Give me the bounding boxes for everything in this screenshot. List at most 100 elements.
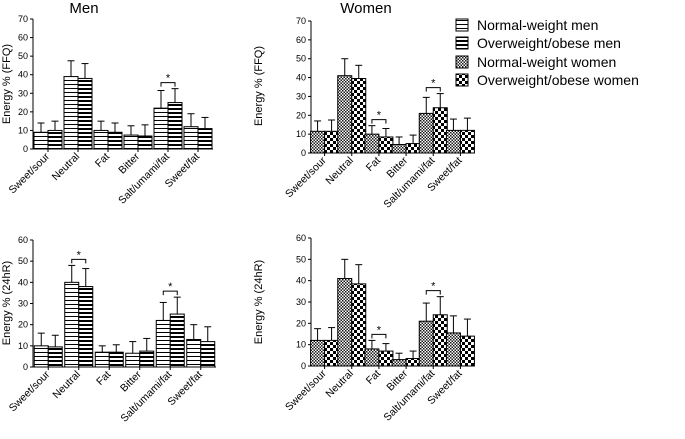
bar-overweight-obese-women-bitter bbox=[405, 143, 421, 154]
x-category-label: Sweet/sour bbox=[283, 367, 329, 413]
legend-label: Normal-weight women bbox=[477, 54, 616, 70]
panel-women-24hr: 0 10 20 30 40 50 60 Energy % (24hR) Sweet/sourNe… bbox=[253, 233, 475, 424]
y-tick-label: 10 bbox=[18, 341, 28, 351]
bar-normal-weight-women-salt-umami-fat bbox=[418, 112, 434, 154]
legend-swatch-overweight-obese-women bbox=[455, 73, 469, 87]
bar-normal-weight-women-neutral bbox=[337, 278, 353, 367]
bar-normal-weight-women-bitter bbox=[391, 144, 407, 154]
significance-bracket bbox=[371, 333, 387, 339]
bar-overweight-obese-women-fat bbox=[378, 350, 394, 367]
bar-overweight-obese-women-salt-umami-fat bbox=[432, 107, 448, 154]
y-tick-label: 20 bbox=[18, 320, 28, 330]
bar-normal-weight-women-salt-umami-fat bbox=[418, 320, 434, 367]
bar-normal-weight-men-sweet-sour bbox=[33, 345, 49, 368]
y-axis-label: Energy % (24hR) bbox=[1, 261, 13, 345]
legend-label: Overweight/obese men bbox=[477, 35, 621, 51]
bar-normal-weight-women-sweet-sour bbox=[310, 130, 326, 154]
bar-overweight-obese-men-salt-umami-fat bbox=[167, 102, 183, 150]
y-tick-label: 0 bbox=[301, 148, 306, 158]
panel-women-ffq: Women 0 10 20 30 40 50 60 70 Energy % (FFQ) Sweet… bbox=[253, 0, 475, 211]
significance-star: * bbox=[431, 78, 436, 90]
y-tick-label: 30 bbox=[296, 91, 306, 101]
significance-bracket bbox=[71, 258, 87, 264]
bar-overweight-obese-women-fat bbox=[378, 136, 394, 154]
y-tick-label: 50 bbox=[296, 54, 306, 64]
bar-overweight-obese-women-sweet-fat bbox=[459, 129, 475, 154]
x-category-label: Fat bbox=[93, 151, 112, 170]
y-tick-label: 60 bbox=[296, 233, 306, 243]
x-category-label: Sweet/sour bbox=[7, 368, 53, 414]
y-tick-label: 40 bbox=[296, 73, 306, 83]
bar-overweight-obese-men-bitter bbox=[139, 350, 155, 368]
y-tick-label: 50 bbox=[18, 51, 28, 61]
y-tick-label: 20 bbox=[296, 110, 306, 120]
panel-title: Men bbox=[69, 0, 98, 17]
y-tick-label: 20 bbox=[18, 107, 28, 117]
y-tick-label: 0 bbox=[23, 362, 28, 372]
significance-star: * bbox=[377, 110, 382, 122]
bar-overweight-obese-women-salt-umami-fat bbox=[432, 314, 448, 367]
y-tick-label: 20 bbox=[296, 318, 306, 328]
significance-bracket bbox=[425, 290, 441, 295]
bar-normal-weight-women-sweet-sour bbox=[310, 339, 326, 367]
bar-overweight-obese-women-sweet-sour bbox=[324, 130, 340, 154]
bar-overweight-obese-men-sweet-fat bbox=[197, 128, 213, 150]
y-tick-label: 70 bbox=[18, 14, 28, 24]
bar-normal-weight-men-sweet-fat bbox=[186, 338, 202, 368]
bar-normal-weight-women-fat bbox=[364, 348, 380, 367]
x-category-label: Bitter bbox=[118, 368, 144, 394]
legend-label: Normal-weight men bbox=[477, 17, 598, 33]
y-tick-label: 50 bbox=[18, 256, 28, 266]
y-tick-label: 70 bbox=[296, 16, 306, 26]
bar-overweight-obese-women-neutral bbox=[351, 283, 367, 367]
x-category-label: Neutral bbox=[50, 369, 82, 401]
significance-star: * bbox=[168, 281, 173, 293]
y-tick-label: 40 bbox=[18, 277, 28, 287]
legend-swatch-overweight-obese-men bbox=[455, 36, 469, 50]
panel-title: Women bbox=[340, 0, 391, 17]
bar-overweight-obese-men-fat bbox=[107, 131, 123, 150]
panel-men-ffq: Men 0 10 20 30 40 50 60 70 Energy % (FFQ) Sweet/s… bbox=[1, 0, 213, 207]
bar-overweight-obese-women-bitter bbox=[405, 358, 421, 367]
y-tick-label: 0 bbox=[23, 144, 28, 154]
panel-men-24hr: 0 10 20 30 40 50 60 Energy % (24hR) Sweet/sourNe… bbox=[1, 235, 216, 425]
significance-bracket bbox=[160, 82, 176, 87]
bar-normal-weight-women-sweet-fat bbox=[445, 332, 461, 367]
bar-normal-weight-women-neutral bbox=[337, 75, 353, 154]
x-category-label: Fat bbox=[94, 369, 113, 388]
x-category-label: Sweet/sour bbox=[283, 154, 329, 200]
x-category-label: Fat bbox=[364, 368, 383, 387]
bar-normal-weight-men-neutral bbox=[63, 76, 79, 150]
significance-star: * bbox=[431, 281, 436, 293]
y-tick-label: 30 bbox=[18, 88, 28, 98]
significance-bracket bbox=[425, 87, 441, 92]
bar-overweight-obese-women-neutral bbox=[351, 78, 367, 154]
bar-overweight-obese-men-bitter bbox=[137, 135, 153, 150]
bar-overweight-obese-men-neutral bbox=[78, 286, 94, 368]
y-tick-label: 10 bbox=[296, 340, 306, 350]
y-tick-label: 30 bbox=[18, 299, 28, 309]
y-tick-label: 60 bbox=[18, 235, 28, 245]
y-axis-label: Energy % (FFQ) bbox=[1, 44, 13, 124]
bar-overweight-obese-men-sweet-fat bbox=[200, 341, 216, 368]
y-tick-label: 10 bbox=[296, 129, 306, 139]
y-tick-label: 40 bbox=[18, 70, 28, 80]
bar-normal-weight-men-salt-umami-fat bbox=[155, 319, 171, 368]
y-axis-label: Energy % (24hR) bbox=[253, 260, 265, 344]
bar-normal-weight-women-bitter bbox=[391, 359, 407, 367]
bar-overweight-obese-women-sweet-sour bbox=[324, 339, 340, 367]
bar-normal-weight-men-sweet-sour bbox=[33, 131, 49, 150]
bar-normal-weight-women-sweet-fat bbox=[445, 129, 461, 154]
x-category-label: Fat bbox=[364, 155, 383, 174]
legend-label: Overweight/obese women bbox=[477, 72, 639, 88]
legend-swatch-normal-weight-women bbox=[455, 55, 469, 69]
y-tick-label: 60 bbox=[18, 33, 28, 43]
significance-star: * bbox=[166, 73, 171, 85]
y-axis-label: Energy % (FFQ) bbox=[253, 46, 265, 126]
x-category-label: Neutral bbox=[323, 155, 355, 187]
bar-normal-weight-men-sweet-fat bbox=[183, 126, 199, 150]
bar-overweight-obese-men-neutral bbox=[77, 77, 93, 150]
bar-normal-weight-men-neutral bbox=[64, 281, 80, 368]
bar-overweight-obese-men-salt-umami-fat bbox=[169, 313, 185, 368]
